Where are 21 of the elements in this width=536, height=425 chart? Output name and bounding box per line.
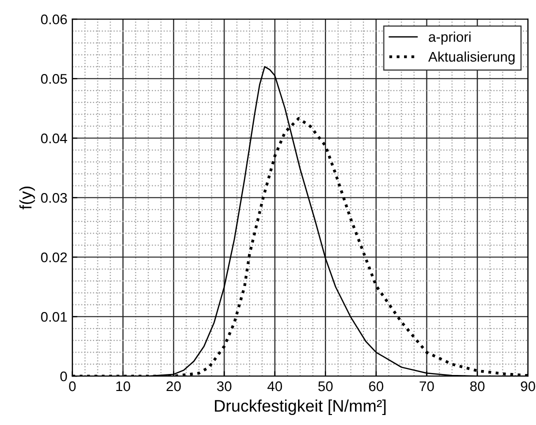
y-tick-label: 0 — [60, 371, 67, 382]
y-tick-label: 0.02 — [41, 252, 67, 262]
y-tick-label: 0.06 — [41, 14, 67, 24]
x-tick-label: 20 — [166, 381, 181, 392]
x-tick-label: 90 — [520, 381, 536, 392]
legend-label: Aktualisierung — [428, 52, 515, 64]
y-tick-label: 0.04 — [41, 133, 68, 144]
y-axis-title: f(y) — [19, 186, 35, 210]
x-axis-title: Druckfestigkeit [N/mm²] — [214, 399, 386, 416]
x-tick-label: 40 — [267, 381, 282, 392]
x-tick-label: 80 — [470, 381, 485, 392]
y-tick-label: 0.03 — [41, 192, 67, 203]
x-tick-label: 50 — [318, 381, 333, 392]
x-tick-label: 0 — [69, 381, 76, 392]
legend-label: a-priori — [428, 32, 471, 45]
x-tick-label: 10 — [116, 381, 130, 392]
y-tick-label: 0.01 — [41, 312, 67, 322]
x-tick-label: 70 — [420, 381, 434, 392]
x-tick-label: 60 — [369, 381, 384, 392]
x-tick-label: 30 — [217, 381, 232, 392]
y-tick-label: 0.05 — [41, 74, 67, 84]
